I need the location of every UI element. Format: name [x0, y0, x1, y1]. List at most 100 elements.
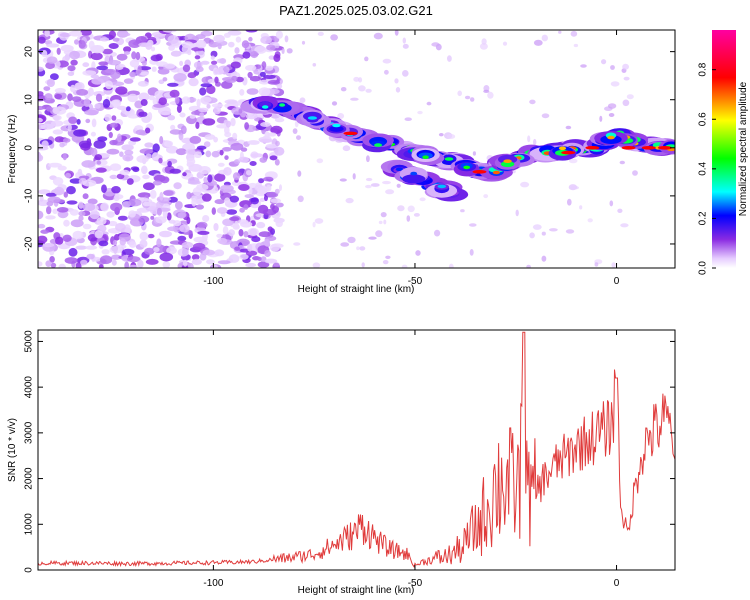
spectrogram-noise-cell [124, 261, 130, 268]
spectrogram-noise-cell [145, 258, 159, 265]
spectrogram-noise-cell [123, 51, 130, 55]
spectrogram-ridge-cell [410, 171, 418, 176]
spectrogram-noise-cell [345, 197, 354, 204]
spectrogram-x-tick-label: 0 [614, 276, 620, 287]
spectrogram-noise-cell [123, 78, 134, 84]
spectrogram-noise-cell [238, 156, 250, 163]
spectrogram-noise-cell [368, 236, 377, 240]
spectrogram-noise-cell [68, 30, 83, 37]
spectrogram-noise-cell [163, 190, 174, 196]
spectrogram-noise-cell [273, 54, 281, 62]
spectrogram-noise-cell [38, 235, 48, 244]
spectrogram-noise-cell [219, 58, 227, 64]
spectrogram-noise-cell [189, 135, 202, 144]
spectrogram-noise-cell [264, 258, 278, 264]
spectrogram-noise-cell [55, 236, 64, 245]
spectrogram-noise-cell [257, 256, 262, 262]
spectrogram-ridge-cell [463, 165, 471, 170]
spectrogram-noise-cell [192, 242, 206, 251]
spectrogram-noise-cell [143, 182, 155, 191]
spectrogram-noise-cell [250, 50, 259, 59]
spectrogram-noise-cell [185, 148, 196, 155]
spectrogram-noise-cell [317, 31, 324, 36]
spectrogram-noise-cell [119, 238, 127, 246]
spectrogram-noise-cell [406, 215, 411, 222]
spectrogram-noise-cell [194, 151, 202, 159]
spectrogram-noise-cell [121, 144, 134, 151]
spectrogram-noise-cell [132, 167, 140, 173]
spectrogram-noise-cell [44, 93, 53, 101]
spectrogram-noise-cell [46, 56, 58, 64]
spectrogram-noise-cell [162, 30, 177, 33]
spectrogram-noise-cell [159, 252, 174, 262]
snr-x-tick-label: -50 [408, 578, 423, 589]
spectrogram-noise-cell [87, 198, 98, 205]
spectrogram-noise-cell [565, 125, 572, 130]
spectrogram-noise-cell [168, 196, 178, 203]
spectrogram-noise-cell [95, 93, 103, 102]
spectrogram-noise-cell [65, 172, 72, 179]
spectrogram-noise-cell [156, 207, 162, 216]
spectrogram-noise-cell [187, 180, 201, 185]
spectrogram-noise-cell [52, 106, 67, 115]
spectrogram-noise-cell [358, 85, 366, 92]
spectrogram-noise-cell [67, 65, 76, 72]
spectrogram-noise-cell [270, 125, 283, 134]
spectrogram-noise-cell [611, 262, 616, 268]
spectrogram-noise-cell [266, 184, 272, 192]
spectrogram-noise-cell [340, 242, 350, 247]
spectrogram-noise-cell [274, 188, 280, 194]
spectrogram-noise-cell [135, 51, 141, 61]
spectrogram-noise-cell [66, 186, 76, 195]
spectrogram-noise-cell [532, 224, 542, 230]
spectrogram-noise-cell [312, 262, 321, 268]
spectrogram-noise-cell [266, 44, 276, 51]
colorbar-tick-label: 0.4 [698, 161, 709, 175]
spectrogram-noise-cell [78, 211, 86, 217]
spectrogram-noise-cell [254, 45, 267, 54]
spectrogram-noise-cell [45, 192, 57, 197]
spectrogram-noise-cell [248, 36, 253, 42]
spectrogram-noise-cell [174, 96, 180, 105]
spectrogram-noise-cell [274, 43, 280, 49]
spectrogram-noise-cell [273, 262, 280, 267]
spectrogram-noise-cell [41, 50, 48, 58]
spectrogram-noise-cell [364, 56, 369, 62]
spectrogram-noise-cell [222, 147, 232, 152]
spectrogram-noise-cell [227, 30, 242, 36]
colorbar-ticks: 0.0 0.2 0.4 0.6 0.8 [698, 62, 716, 275]
spectrogram-noise-cell [197, 230, 210, 235]
spectrogram-noise-cell [173, 73, 187, 82]
spectrogram-noise-cell [116, 173, 125, 180]
spectrogram-noise-cell [358, 77, 363, 83]
spectrogram-noise-cell [128, 210, 136, 218]
spectrogram-noise-cell [115, 88, 126, 94]
spectrogram-y-label: Frequency (Hz) [7, 115, 18, 184]
colorbar-tick-label: 0.2 [698, 211, 709, 225]
spectrogram-noise-cell [129, 264, 138, 268]
spectrogram-noise-cell [234, 246, 241, 251]
spectrogram-noise-cell [224, 155, 229, 161]
spectrogram-noise-cell [274, 159, 280, 166]
spectrogram-noise-cell [284, 35, 289, 43]
spectrogram-noise-cell [527, 135, 531, 143]
spectrogram-noise-cell [110, 202, 123, 212]
spectrogram-ridge-cell [437, 184, 447, 189]
spectrogram-noise-cell [182, 172, 187, 177]
spectrogram-noise-cell [175, 201, 183, 210]
spectrogram-noise-cell [40, 123, 54, 130]
spectrogram-noise-cell [159, 136, 164, 145]
spectrogram-ridge-cell [395, 167, 404, 172]
spectrogram-noise-cell [76, 89, 89, 96]
spectrogram-noise-cell [195, 199, 202, 205]
spectrogram-noise-cell [342, 145, 351, 152]
spectrogram-noise-cell [147, 112, 153, 121]
spectrogram-noise-cell [356, 246, 360, 251]
spectrogram-noise-cell [58, 263, 66, 268]
spectrogram-noise-cell [177, 248, 189, 257]
spectrogram-noise-cell [46, 43, 60, 48]
spectrogram-noise-cell [152, 143, 160, 153]
spectrogram-noise-cell [502, 41, 508, 46]
spectrogram-noise-cell [75, 245, 88, 250]
